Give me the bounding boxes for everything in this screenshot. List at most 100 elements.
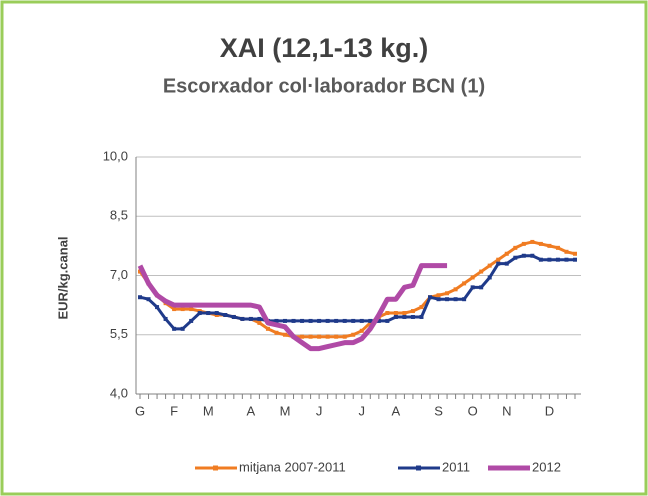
point [410, 314, 415, 319]
point [351, 332, 356, 337]
point [206, 311, 211, 316]
point [317, 334, 322, 339]
point [487, 263, 492, 268]
x-tick-label: S [434, 403, 443, 418]
y-tick-label: 10,0 [103, 148, 128, 163]
point [180, 307, 185, 312]
point [428, 295, 432, 300]
point [308, 334, 313, 339]
chart-title: XAI (12,1-13 kg.) [220, 33, 429, 63]
point [342, 334, 347, 339]
x-tick-label: M [280, 403, 291, 418]
point [402, 314, 407, 319]
point [513, 245, 518, 250]
x-tick-label: J [316, 403, 323, 418]
x-tick-label: F [170, 403, 178, 418]
point [479, 269, 484, 274]
point [436, 297, 441, 302]
x-tick-label: A [392, 403, 401, 418]
point [393, 311, 398, 316]
point [547, 243, 552, 248]
point [342, 318, 347, 323]
x-tick-label: O [468, 403, 478, 418]
point [496, 257, 501, 262]
point [496, 261, 501, 266]
point [462, 297, 467, 302]
x-tick-label: G [135, 403, 145, 418]
point [573, 251, 577, 256]
legend-marker [213, 465, 218, 471]
point [513, 255, 518, 260]
point [283, 332, 287, 337]
point [172, 307, 177, 312]
x-tick-label: A [247, 403, 256, 418]
series-line [137, 263, 448, 352]
point [257, 316, 262, 321]
point [385, 318, 390, 323]
point [231, 314, 236, 319]
point [436, 293, 441, 298]
point [146, 297, 151, 302]
point [189, 318, 194, 323]
point [283, 318, 287, 323]
chart-subtitle: Escorxador col·laborador BCN (1) [163, 75, 485, 97]
point [479, 285, 484, 290]
y-tick-label: 8,5 [110, 208, 128, 223]
y-tick-label: 5,5 [110, 326, 128, 341]
point [248, 316, 253, 321]
point [325, 318, 330, 323]
point [538, 241, 543, 246]
point [172, 326, 177, 331]
point [555, 245, 560, 250]
x-tick-label: N [502, 403, 511, 418]
point [564, 249, 569, 254]
point [504, 251, 509, 256]
point [257, 320, 262, 325]
legend-label: 2012 [532, 459, 561, 474]
x-tick-label: M [203, 403, 214, 418]
point [555, 257, 560, 262]
point [300, 318, 305, 323]
point [291, 318, 296, 323]
point [547, 257, 552, 262]
point [274, 318, 279, 323]
point [462, 281, 467, 286]
point [504, 261, 509, 266]
point [368, 318, 373, 323]
x-tick-label: J [359, 403, 366, 418]
point [453, 287, 458, 292]
point [521, 241, 526, 246]
point [274, 330, 279, 335]
point [265, 326, 270, 331]
point [445, 291, 450, 296]
point [214, 311, 219, 316]
point [197, 311, 202, 316]
point [223, 313, 228, 317]
legend-label: 2011 [442, 459, 470, 474]
point [317, 318, 322, 323]
point [487, 275, 492, 280]
point [308, 318, 313, 323]
point [240, 316, 245, 321]
point [376, 318, 381, 323]
point [325, 334, 330, 339]
point [419, 305, 424, 310]
x-tick-label: D [545, 403, 554, 418]
point [138, 295, 142, 300]
series-line [139, 254, 575, 331]
y-axis-label: EUR/kg.canal [55, 236, 70, 319]
point [564, 257, 569, 262]
point [453, 297, 458, 302]
point [334, 318, 339, 323]
point [359, 318, 364, 323]
y-tick-label: 4,0 [110, 385, 128, 400]
point [155, 305, 160, 310]
point [189, 307, 194, 312]
point [573, 257, 577, 262]
point [300, 334, 305, 339]
point [359, 328, 364, 333]
point [538, 257, 543, 262]
point [410, 309, 415, 314]
